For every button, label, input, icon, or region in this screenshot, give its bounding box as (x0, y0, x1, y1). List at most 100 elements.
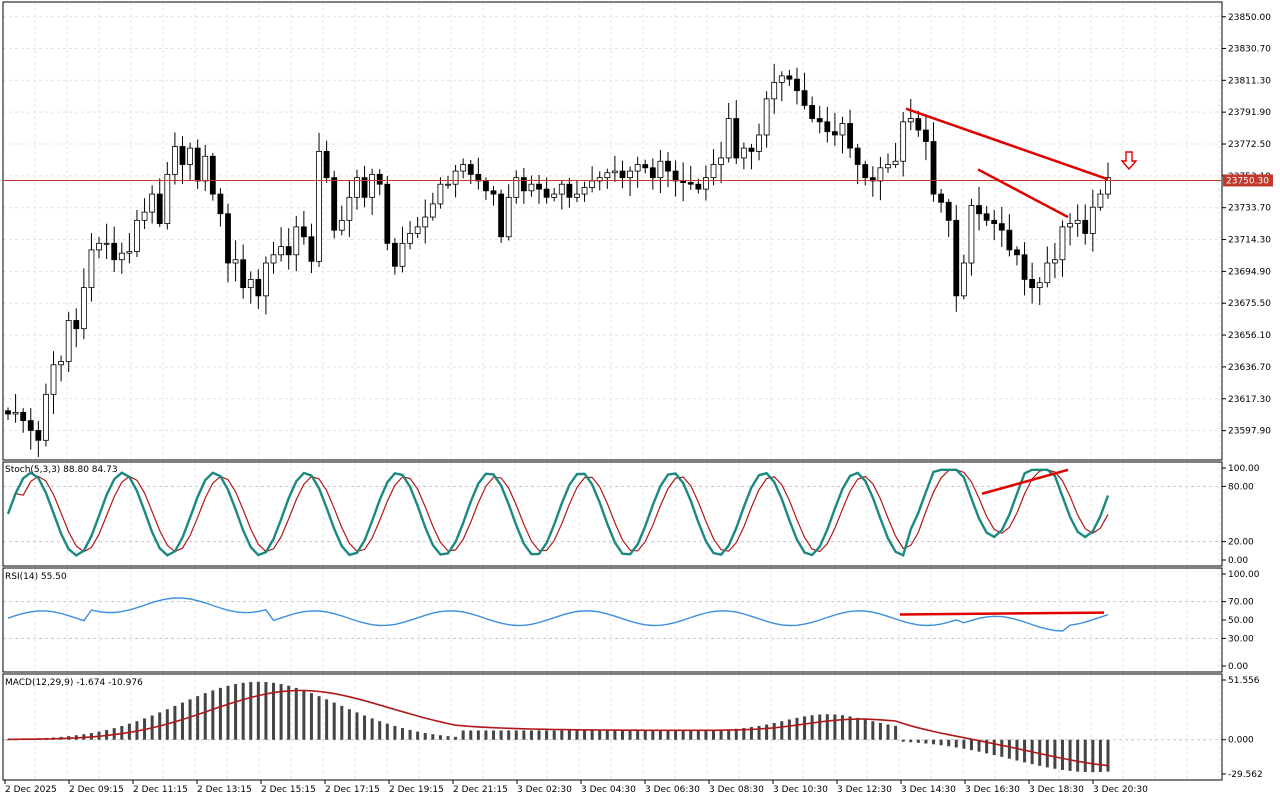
macd-bar (598, 730, 602, 740)
candle-body (156, 193, 163, 225)
macd-bar (256, 681, 260, 740)
stoch-lines (6, 468, 1110, 557)
candle-body (710, 164, 717, 179)
macd-bar (355, 712, 359, 740)
candle-body (399, 242, 406, 267)
candle-body (1089, 206, 1096, 234)
candle-body (885, 164, 891, 169)
candle-body (877, 167, 884, 182)
candle-body (422, 216, 429, 228)
candle-body (429, 203, 436, 218)
macd-bar (1023, 739, 1027, 763)
candle-body (687, 182, 694, 185)
y-tick-label: -29.562 (1228, 770, 1263, 780)
panel-frame-price (2, 1, 1223, 461)
current-price-tag (1223, 174, 1273, 187)
macd-bar (856, 717, 860, 740)
x-tick-label: 2 Dec 09:15 (69, 785, 124, 795)
candle-body (126, 251, 133, 254)
macd-bar (1083, 739, 1087, 773)
macd-bar (492, 730, 496, 740)
macd-bar (620, 730, 624, 740)
candle-body (58, 361, 65, 366)
candle-body (991, 219, 998, 225)
candle-body (179, 146, 186, 165)
macd-bar (810, 715, 814, 740)
y-tick-label: 23791.90 (1228, 108, 1271, 118)
macd-bar (241, 682, 245, 740)
macd-bar (727, 729, 731, 740)
macd-bar (325, 699, 329, 740)
macd-bar (636, 730, 640, 740)
macd-bar (734, 728, 738, 740)
candle-body (983, 213, 990, 221)
candle-body (854, 147, 861, 165)
macd-bar (446, 736, 450, 740)
candle-body (1074, 219, 1081, 225)
candle-body (437, 183, 444, 205)
macd-bar (909, 739, 913, 743)
candle-body (900, 121, 907, 162)
y-tick-label: 23675.50 (1228, 299, 1271, 309)
macd-bar (514, 730, 518, 740)
macd-bar (681, 730, 685, 740)
candle-body (657, 160, 664, 179)
candle-body (551, 193, 558, 198)
x-tick-label: 3 Dec 04:30 (581, 785, 636, 795)
y-tick-label: 23617.30 (1228, 395, 1271, 405)
y-tick-label: 0.00 (1228, 662, 1248, 672)
macd-bar (628, 730, 632, 740)
candle-body (73, 320, 80, 330)
candle-body (945, 201, 952, 221)
macd-bar (1060, 739, 1064, 770)
x-tick-label: 2 Dec 2025 (5, 785, 57, 795)
candle-body (50, 364, 57, 395)
candle-body (839, 123, 846, 136)
candle-body (384, 183, 391, 244)
macd-bar (947, 739, 951, 747)
candle-body (847, 123, 853, 149)
macd-bar (1106, 739, 1110, 772)
macd-bar (871, 721, 875, 740)
macd-bar (400, 728, 404, 740)
candle-body (323, 150, 330, 179)
macd-bar (218, 687, 222, 740)
candle-body (118, 252, 125, 261)
macd-bar (203, 693, 207, 740)
down-arrow-icon (1120, 151, 1138, 171)
candle-body (1029, 279, 1036, 289)
candle-body (566, 183, 573, 198)
macd-bar (704, 730, 708, 740)
macd-bar (924, 739, 928, 744)
price-divergence-line (905, 107, 1109, 181)
macd-bar (1076, 739, 1080, 772)
candle-body (5, 410, 11, 415)
macd-bar (180, 702, 184, 740)
rsi-line (7, 597, 1109, 632)
macd-bar (1068, 739, 1072, 771)
macd-bar (196, 696, 200, 740)
candle-body (1067, 223, 1073, 228)
candle-body (953, 219, 960, 297)
candle-body (581, 187, 588, 195)
candle-body (376, 173, 383, 185)
y-tick-label: 23850.00 (1228, 13, 1271, 23)
candle-body (923, 129, 929, 142)
stoch-signal-line (7, 469, 1109, 553)
macd-bar (780, 721, 784, 740)
candle-body (187, 147, 193, 165)
x-tick-label: 2 Dec 15:15 (261, 785, 316, 795)
macd-bar (499, 730, 503, 740)
candle-body (938, 193, 945, 203)
candle-body (111, 242, 118, 261)
candle-body (88, 249, 95, 289)
macd-bar (985, 739, 989, 754)
candle-body (907, 118, 914, 123)
macd-bar (742, 728, 746, 740)
candle-body (801, 90, 808, 106)
candle-body (96, 242, 102, 251)
candle-body (308, 236, 315, 262)
macd-bar (507, 730, 511, 740)
candle-body (703, 177, 709, 190)
